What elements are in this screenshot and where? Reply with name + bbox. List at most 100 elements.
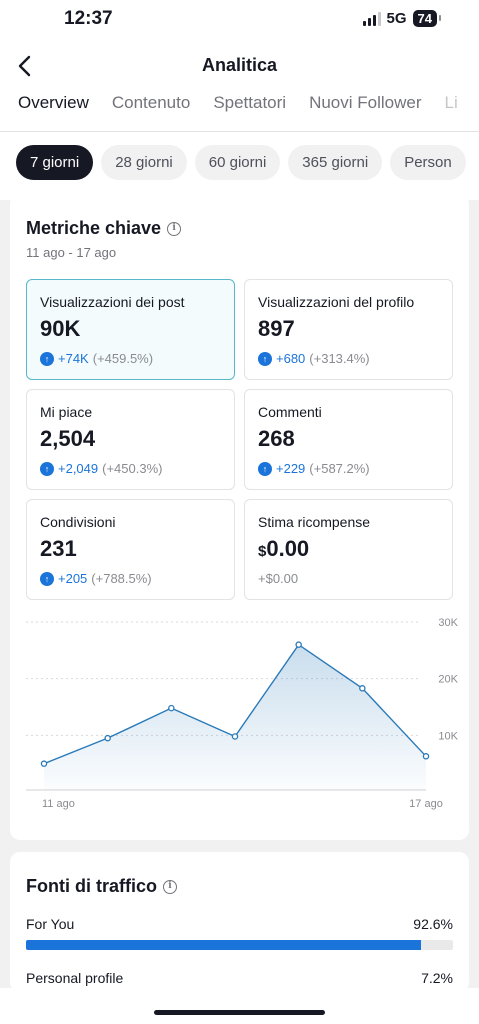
arrow-up-icon: ↑: [40, 571, 54, 586]
metrics-date-range: 11 ago - 17 ago: [26, 245, 117, 260]
traffic-row-personal-profile: Personal profile 7.2%: [26, 970, 453, 986]
metric-value: 268: [258, 426, 295, 451]
traffic-bar-fill: [26, 940, 422, 950]
metric-pct: (+587.2%): [309, 461, 370, 476]
metric-delta: +2,049: [58, 461, 99, 476]
date-range-selector: 7 giorni 28 giorni 60 giorni 365 giorni …: [0, 132, 479, 200]
metric-value: 897: [258, 316, 295, 341]
metric-change: ↑ +2,049 (+450.3%): [40, 461, 221, 476]
metric-change: +$0.00: [258, 571, 439, 586]
x-tick-label: 17 ago: [409, 798, 443, 810]
status-indicators: 5G 74: [362, 10, 442, 27]
metric-profile-views[interactable]: Visualizzazioni del profilo 897 ↑ +680 (…: [244, 279, 453, 380]
top-area: 12:37 5G 74 Analitica Overview Contenuto…: [0, 0, 479, 200]
metric-pct: (+450.3%): [102, 461, 163, 476]
tab-bar: Overview Contenuto Spettatori Nuovi Foll…: [0, 92, 479, 132]
traffic-bar-for-you: [26, 940, 453, 950]
key-metrics-card: Metriche chiave i 11 ago - 17 ago Visual…: [10, 194, 469, 840]
tab-live[interactable]: Li: [444, 93, 458, 112]
metric-delta: +205: [58, 571, 88, 586]
battery-icon: 74: [412, 10, 442, 27]
chart-point[interactable]: [359, 685, 366, 692]
metric-label: Visualizzazioni dei post: [40, 294, 185, 310]
metric-value: 231: [40, 536, 77, 561]
tab-spettatori[interactable]: Spettatori: [213, 93, 287, 112]
traffic-source-label: For You: [26, 916, 75, 932]
metric-pct: (+788.5%): [91, 571, 152, 586]
metric-label: Mi piace: [40, 404, 93, 420]
y-tick-label: 10K: [438, 730, 458, 742]
tab-nuovi-follower[interactable]: Nuovi Follower: [309, 93, 422, 112]
traffic-source-value: 7.2%: [421, 970, 453, 986]
metric-likes[interactable]: Mi piace 2,504 ↑ +2,049 (+450.3%): [26, 389, 235, 490]
traffic-sources-card: Fonti di traffico i For You 92.6% Person…: [10, 852, 469, 992]
back-button[interactable]: [14, 52, 38, 80]
metric-change: ↑ +680 (+313.4%): [258, 351, 439, 366]
arrow-up-icon: ↑: [40, 351, 54, 366]
nav-bar: Analitica: [0, 40, 479, 92]
network-type: 5G: [386, 10, 407, 27]
traffic-title-row: Fonti di traffico i: [26, 876, 177, 897]
x-tick-label: 11 ago: [42, 798, 75, 810]
y-tick-label: 30K: [438, 617, 458, 629]
metrics-title-row: Metriche chiave i: [26, 218, 182, 239]
info-icon[interactable]: i: [167, 221, 182, 236]
range-chip-60[interactable]: 60 giorni: [194, 145, 281, 180]
metric-pct: (+313.4%): [309, 351, 370, 366]
arrow-up-icon: ↑: [258, 351, 272, 366]
arrow-up-icon: ↑: [258, 461, 272, 476]
chart-svg: 30K 20K 10K 11 ago 17 ago: [26, 617, 459, 810]
home-indicator[interactable]: [154, 1010, 325, 1015]
metrics-title: Metriche chiave: [26, 218, 162, 238]
metric-change: ↑ +229 (+587.2%): [258, 461, 439, 476]
chart-point[interactable]: [40, 760, 48, 767]
metric-change: ↑ +74K (+459.5%): [40, 351, 221, 366]
traffic-source-value: 92.6%: [413, 916, 453, 932]
metric-label: Commenti: [258, 404, 322, 420]
metric-label: Condivisioni: [40, 514, 116, 530]
arrow-up-icon: ↑: [40, 461, 54, 476]
metric-comments[interactable]: Commenti 268 ↑ +229 (+587.2%): [244, 389, 453, 490]
traffic-row-for-you: For You 92.6%: [26, 916, 453, 932]
metric-post-views[interactable]: Visualizzazioni dei post 90K ↑ +74K (+45…: [26, 279, 235, 380]
metrics-grid: Visualizzazioni dei post 90K ↑ +74K (+45…: [26, 279, 453, 600]
chart-point[interactable]: [422, 753, 430, 760]
chevron-left-icon: [18, 55, 31, 77]
metric-shares[interactable]: Condivisioni 231 ↑ +205 (+788.5%): [26, 499, 235, 600]
metric-delta: +680: [276, 351, 306, 366]
metric-pct: (+459.5%): [92, 351, 154, 366]
metric-value: 2,504: [40, 426, 96, 451]
range-chip-custom[interactable]: Person: [390, 145, 466, 180]
chart-point[interactable]: [168, 704, 175, 712]
range-chip-28[interactable]: 28 giorni: [101, 145, 187, 180]
range-chip-365[interactable]: 365 giorni: [288, 145, 383, 180]
page-title: Analitica: [201, 55, 278, 75]
metric-value: 90K: [40, 316, 81, 341]
post-views-chart: 30K 20K 10K 11 ago 17 ago: [26, 614, 463, 824]
chart-area: [44, 644, 426, 790]
metric-estimated-rewards[interactable]: Stima ricompense $0.00 +$0.00: [244, 499, 453, 600]
signal-icon: [362, 11, 381, 26]
metric-value: $0.00: [258, 536, 439, 562]
status-time: 12:37: [64, 8, 113, 29]
metric-delta: +229: [276, 461, 306, 476]
tab-contenuto[interactable]: Contenuto: [111, 93, 191, 112]
metric-delta: +$0.00: [258, 571, 299, 586]
chart-point[interactable]: [104, 734, 111, 742]
metric-value-number: 0.00: [266, 536, 310, 561]
chart-point[interactable]: [295, 641, 302, 648]
chart-point[interactable]: [231, 733, 239, 740]
currency-symbol: $: [258, 543, 267, 560]
traffic-title: Fonti di traffico: [26, 876, 157, 896]
metric-change: ↑ +205 (+788.5%): [40, 571, 221, 586]
bottom-bar: [0, 988, 479, 1024]
status-bar: 12:37 5G 74: [0, 0, 479, 40]
info-icon[interactable]: i: [162, 879, 177, 894]
metric-delta: +74K: [58, 351, 89, 366]
metric-label: Stima ricompense: [258, 514, 371, 530]
range-chip-7[interactable]: 7 giorni: [16, 145, 94, 180]
tab-overview[interactable]: Overview: [18, 92, 89, 131]
traffic-source-label: Personal profile: [26, 970, 124, 986]
metric-label: Visualizzazioni del profilo: [258, 294, 415, 310]
y-tick-label: 20K: [438, 674, 458, 686]
